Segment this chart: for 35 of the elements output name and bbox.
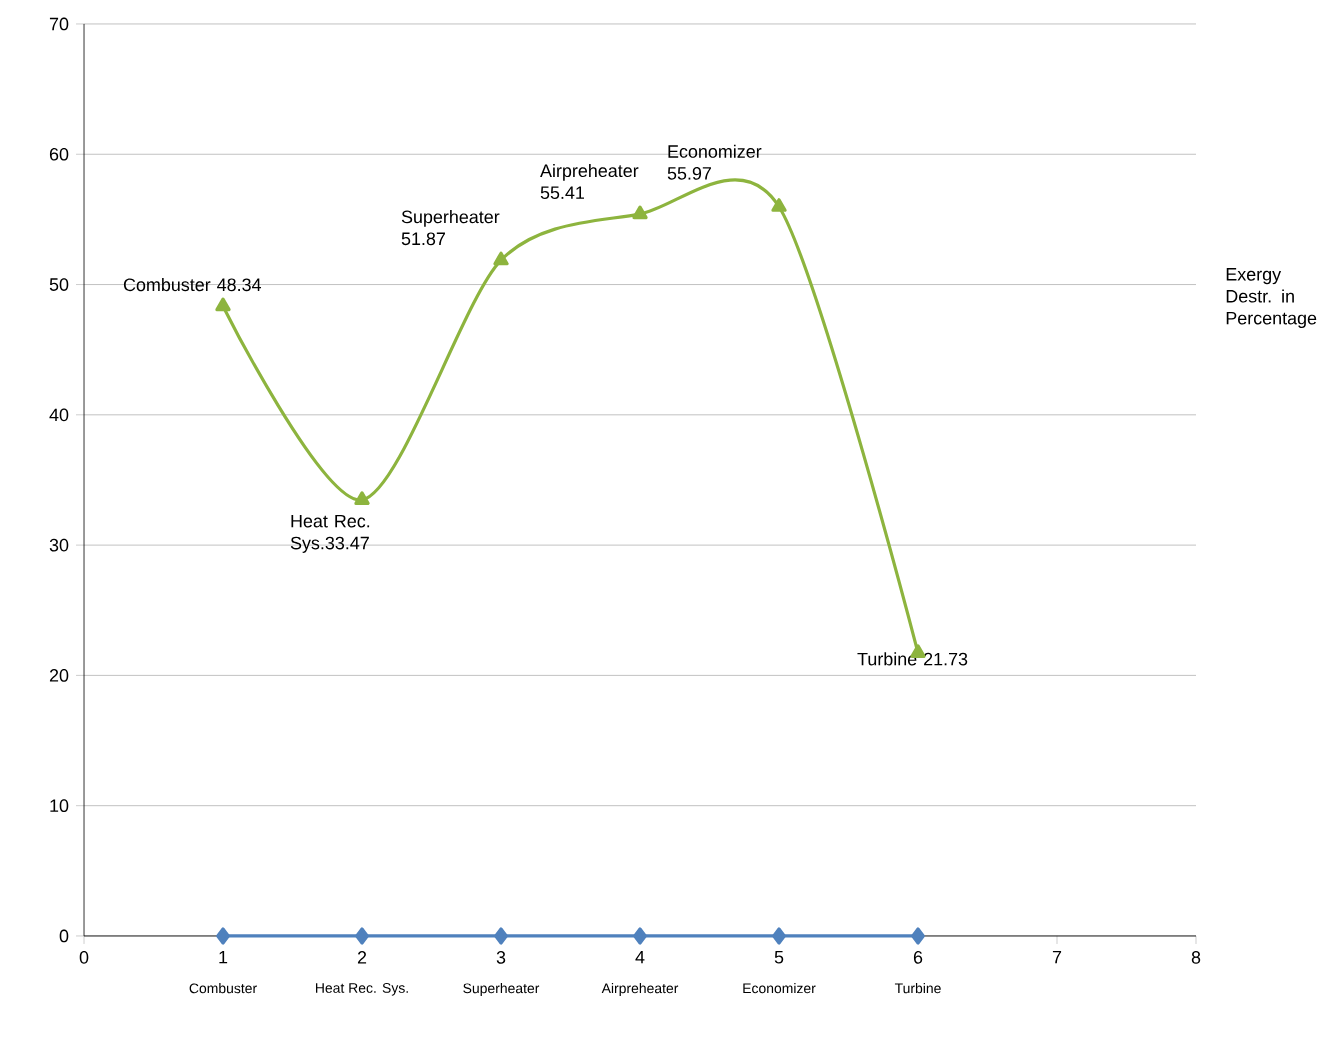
x-tick-label: 5 [774, 951, 784, 964]
y-axis-title: Exergy Destr. in Percentage [1226, 268, 1317, 329]
point [215, 297, 231, 312]
y-tick-label: 40 [49, 408, 69, 422]
point [354, 491, 370, 505]
x-tick-label: 2 [357, 951, 367, 964]
x-tick-label: 1 [219, 951, 228, 964]
y-tick-label: 10 [50, 799, 69, 813]
y-tick-label: 50 [49, 278, 69, 291]
point [632, 205, 648, 220]
data-label: Airpreheater 55.41 [540, 163, 639, 200]
x-tick-label: 7 [1052, 951, 1062, 964]
point [772, 927, 786, 945]
point [911, 927, 925, 945]
point [355, 927, 369, 945]
point [771, 198, 787, 212]
x-tick-label: 6 [913, 951, 923, 964]
point [216, 927, 230, 945]
data-label: Combuster 48.34 [123, 277, 262, 292]
x-tick-label: 8 [1191, 951, 1201, 964]
point [633, 927, 647, 945]
y-tick-label: 70 [49, 17, 69, 31]
x-tick-label: 4 [635, 951, 645, 964]
point [494, 927, 508, 945]
y-tick-label: 60 [49, 147, 69, 161]
x-tick-label: 0 [79, 951, 89, 964]
y-tick-label: 30 [49, 538, 69, 552]
x-tick-label: 3 [496, 951, 506, 964]
y-tick-label: 0 [59, 929, 69, 943]
data-label: Superheater 51.87 [401, 210, 500, 246]
data-label: Turbine 21.73 [857, 652, 968, 666]
data-label: Heat Rec. Sys.33.47 [290, 514, 370, 553]
data-label: Economizer 55.97 [667, 144, 762, 180]
y-tick-label: 20 [49, 669, 69, 682]
point [493, 251, 509, 266]
